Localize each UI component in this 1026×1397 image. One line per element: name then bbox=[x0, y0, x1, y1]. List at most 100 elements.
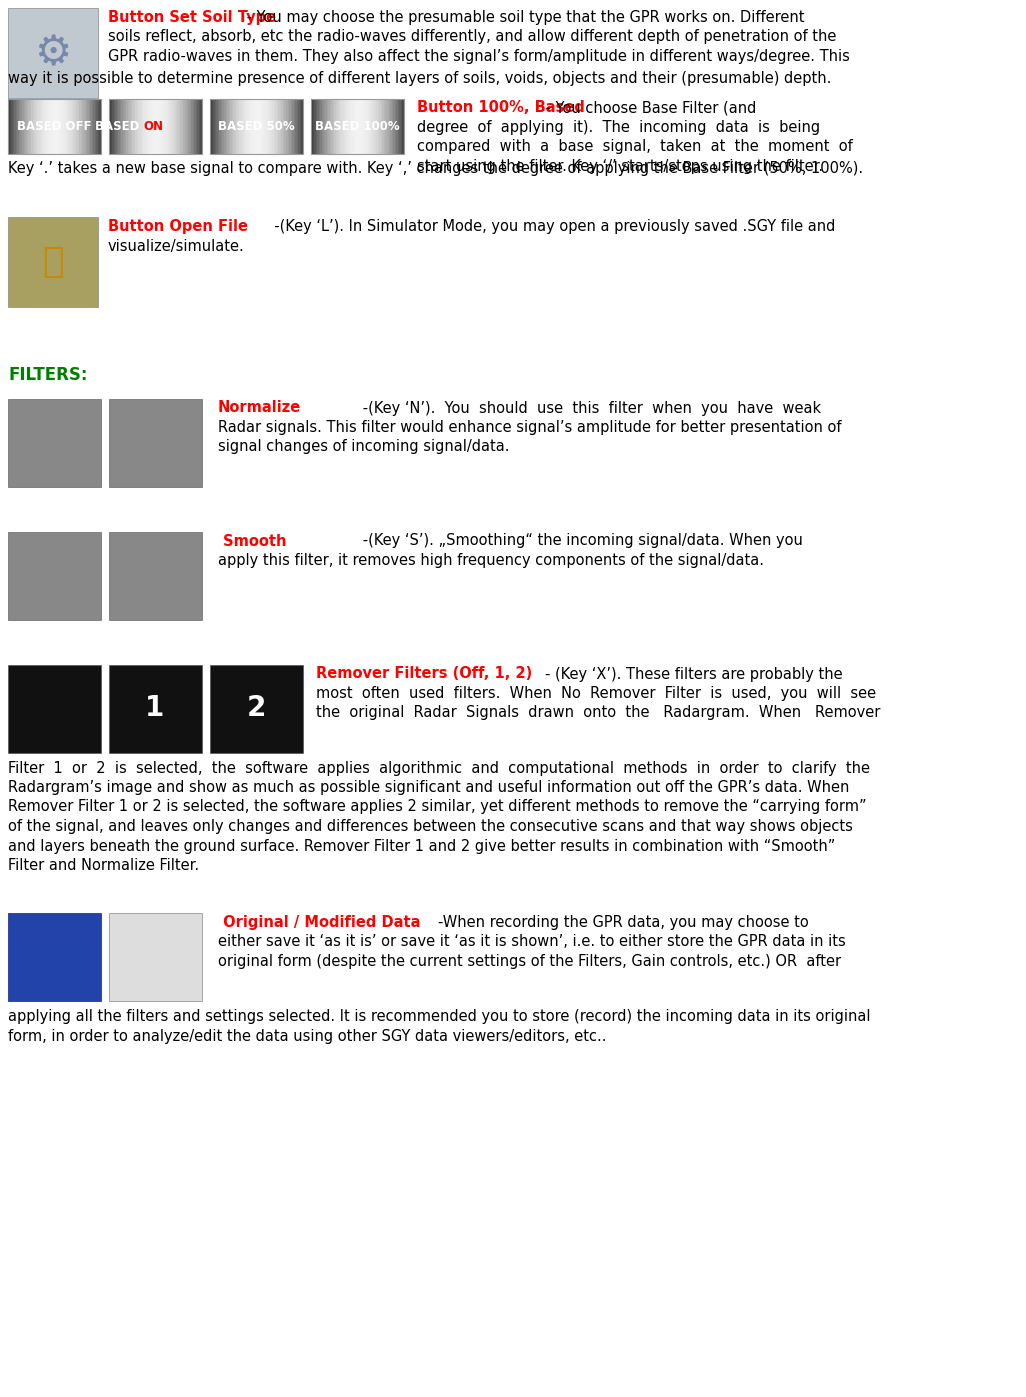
Bar bbox=[51, 99, 53, 154]
Bar bbox=[342, 99, 344, 154]
Bar bbox=[223, 99, 225, 154]
Bar bbox=[160, 99, 162, 154]
Bar bbox=[142, 99, 144, 154]
Bar bbox=[262, 99, 264, 154]
Bar bbox=[109, 914, 202, 1002]
Bar bbox=[120, 99, 122, 154]
Bar bbox=[316, 99, 318, 154]
Bar bbox=[384, 99, 386, 154]
Text: way it is possible to determine presence of different layers of soils, voids, ob: way it is possible to determine presence… bbox=[8, 70, 831, 85]
Bar bbox=[85, 99, 87, 154]
Bar bbox=[148, 99, 150, 154]
Bar bbox=[213, 99, 215, 154]
Bar bbox=[44, 99, 46, 154]
Bar bbox=[199, 99, 201, 154]
Bar bbox=[182, 99, 184, 154]
Bar bbox=[79, 99, 81, 154]
Bar bbox=[348, 99, 350, 154]
Text: -When recording the GPR data, you may choose to: -When recording the GPR data, you may ch… bbox=[401, 915, 808, 930]
Bar bbox=[386, 99, 388, 154]
Bar bbox=[47, 99, 49, 154]
Bar bbox=[33, 99, 35, 154]
Bar bbox=[193, 99, 195, 154]
Text: original form (despite the current settings of the Filters, Gain controls, etc.): original form (despite the current setti… bbox=[218, 954, 841, 970]
Bar bbox=[109, 665, 202, 753]
Bar bbox=[27, 99, 29, 154]
Bar bbox=[302, 99, 304, 154]
Text: Button Open File: Button Open File bbox=[108, 219, 248, 235]
Bar bbox=[93, 99, 95, 154]
Bar bbox=[34, 99, 36, 154]
Bar bbox=[87, 99, 89, 154]
Bar bbox=[253, 99, 255, 154]
Text: Button 100%, Based: Button 100%, Based bbox=[417, 101, 585, 116]
Bar bbox=[263, 99, 265, 154]
Bar bbox=[81, 99, 83, 154]
Bar bbox=[338, 99, 340, 154]
Text: signal changes of incoming signal/data.: signal changes of incoming signal/data. bbox=[218, 440, 510, 454]
Text: BASED 100%: BASED 100% bbox=[315, 120, 400, 133]
Bar bbox=[42, 99, 44, 154]
Bar bbox=[132, 99, 134, 154]
Bar bbox=[191, 99, 193, 154]
Bar bbox=[325, 99, 327, 154]
Bar bbox=[135, 99, 137, 154]
Bar bbox=[94, 99, 96, 154]
Bar bbox=[221, 99, 223, 154]
Bar bbox=[70, 99, 72, 154]
Bar bbox=[56, 99, 58, 154]
Bar bbox=[242, 99, 244, 154]
Bar bbox=[76, 99, 78, 154]
Bar bbox=[146, 99, 148, 154]
Bar bbox=[381, 99, 383, 154]
Bar bbox=[39, 99, 41, 154]
Bar bbox=[150, 99, 152, 154]
Bar bbox=[341, 99, 343, 154]
Bar bbox=[313, 99, 315, 154]
Bar bbox=[11, 99, 13, 154]
Text: Key ‘.’ takes a new base signal to compare with. Key ‘,’ changes the degree of a: Key ‘.’ takes a new base signal to compa… bbox=[8, 162, 863, 176]
Bar bbox=[336, 99, 338, 154]
Bar bbox=[8, 8, 98, 98]
Bar bbox=[130, 99, 132, 154]
Bar bbox=[238, 99, 240, 154]
Bar bbox=[232, 99, 234, 154]
Bar bbox=[109, 99, 202, 154]
Bar bbox=[9, 99, 11, 154]
Bar bbox=[45, 99, 47, 154]
Bar bbox=[272, 99, 274, 154]
Bar bbox=[395, 99, 397, 154]
Bar bbox=[127, 99, 129, 154]
Bar bbox=[22, 99, 24, 154]
Bar bbox=[275, 99, 277, 154]
Bar bbox=[64, 99, 66, 154]
Bar bbox=[260, 99, 262, 154]
Bar bbox=[280, 99, 282, 154]
Bar bbox=[210, 99, 212, 154]
Bar bbox=[97, 99, 100, 154]
Text: visualize/simulate.: visualize/simulate. bbox=[108, 239, 245, 254]
Bar bbox=[377, 99, 379, 154]
Bar bbox=[350, 99, 352, 154]
Bar bbox=[143, 99, 145, 154]
Bar bbox=[268, 99, 270, 154]
Bar bbox=[139, 99, 141, 154]
Bar bbox=[216, 99, 219, 154]
Bar bbox=[172, 99, 174, 154]
Bar bbox=[82, 99, 84, 154]
Bar bbox=[117, 99, 119, 154]
Text: Button Set Soil Type: Button Set Soil Type bbox=[108, 10, 276, 25]
Bar bbox=[18, 99, 21, 154]
Bar bbox=[367, 99, 369, 154]
Bar bbox=[281, 99, 283, 154]
Text: - (Key ‘X’). These filters are probably the: - (Key ‘X’). These filters are probably … bbox=[508, 666, 842, 682]
Bar bbox=[399, 99, 401, 154]
Bar bbox=[157, 99, 159, 154]
Bar bbox=[353, 99, 355, 154]
Bar bbox=[229, 99, 231, 154]
Bar bbox=[226, 99, 228, 154]
Bar bbox=[344, 99, 346, 154]
Text: BASED OFF: BASED OFF bbox=[17, 120, 91, 133]
Bar bbox=[387, 99, 389, 154]
Bar bbox=[230, 99, 232, 154]
